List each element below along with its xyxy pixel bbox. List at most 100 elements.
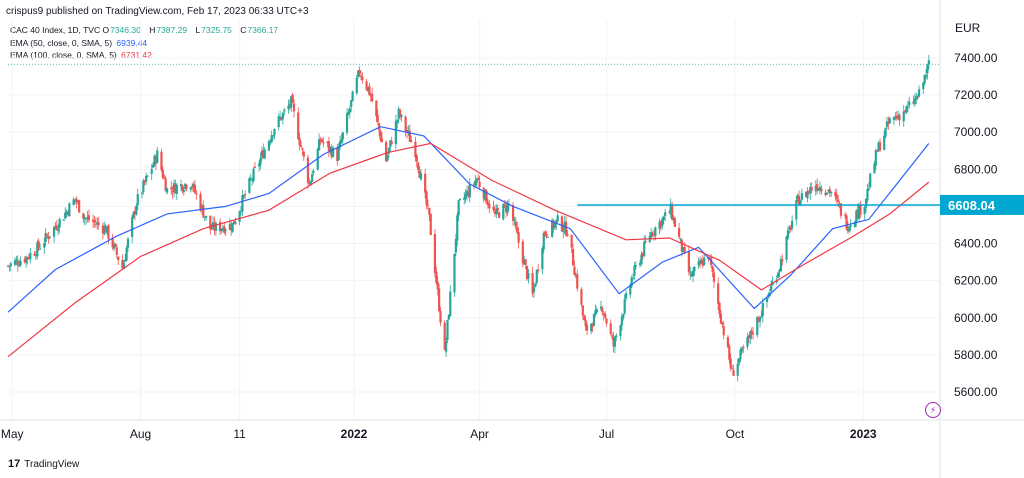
candle-body bbox=[133, 210, 137, 214]
candle-body bbox=[426, 205, 430, 207]
candle-body bbox=[541, 248, 544, 270]
candle-body bbox=[517, 232, 520, 243]
candle-body bbox=[869, 173, 872, 188]
candle-body bbox=[722, 326, 725, 336]
candle-body bbox=[252, 168, 255, 182]
horizontal-line-price-label: 6608.04 bbox=[948, 198, 996, 213]
candle-body bbox=[576, 274, 579, 289]
candle-body bbox=[27, 257, 31, 259]
candle-body bbox=[863, 206, 866, 214]
candle-body bbox=[477, 178, 480, 181]
candle-body bbox=[132, 211, 135, 218]
candle-body bbox=[23, 259, 26, 263]
candle-body bbox=[396, 119, 399, 123]
candle-body bbox=[585, 324, 589, 331]
candle-body bbox=[290, 96, 293, 108]
candle-body bbox=[329, 147, 332, 150]
candle-body bbox=[398, 109, 402, 118]
candle-body bbox=[18, 265, 21, 267]
candle-body bbox=[864, 198, 868, 208]
candle-body bbox=[25, 256, 28, 263]
candle-body bbox=[818, 186, 822, 191]
candle-body bbox=[740, 348, 743, 352]
legend-ema100-row[interactable]: EMA (100, close, 0, SMA, 5) 6731.42 bbox=[10, 49, 284, 62]
lightning-icon[interactable]: ⚡ bbox=[925, 402, 941, 418]
candle-body bbox=[345, 113, 349, 133]
candle-body bbox=[211, 222, 215, 229]
candle-body bbox=[385, 142, 388, 162]
candle-body bbox=[454, 239, 457, 253]
candle-body bbox=[644, 240, 647, 243]
candle-body bbox=[816, 183, 819, 191]
high-label: H bbox=[149, 25, 156, 35]
candle-body bbox=[746, 337, 749, 347]
legend-ema50-row[interactable]: EMA (50, close, 0, SMA, 5) 6939.44 bbox=[10, 37, 284, 50]
candle-body bbox=[435, 271, 438, 283]
candle-body bbox=[605, 318, 608, 324]
candle-body bbox=[857, 204, 861, 219]
x-tick-label: May bbox=[1, 427, 24, 441]
candle-body bbox=[224, 229, 227, 232]
candle-body bbox=[796, 194, 799, 200]
candle-body bbox=[804, 192, 808, 197]
candle-body bbox=[456, 215, 459, 241]
candle-body bbox=[29, 252, 32, 260]
candle-body bbox=[721, 322, 724, 325]
candle-body bbox=[259, 157, 262, 165]
footer-brand: TradingView bbox=[24, 458, 80, 470]
candle-body bbox=[199, 194, 202, 211]
candle-body bbox=[718, 302, 721, 315]
candle-body bbox=[52, 227, 56, 237]
ema50-line bbox=[7, 126, 930, 313]
candle-body bbox=[270, 135, 273, 143]
candle-body bbox=[650, 232, 653, 238]
candle-body bbox=[873, 163, 876, 174]
candle-body bbox=[690, 273, 693, 277]
candle-body bbox=[742, 346, 745, 349]
candle-body bbox=[153, 155, 156, 166]
candle-body bbox=[814, 185, 817, 192]
candle-body bbox=[326, 141, 329, 143]
ema50-label: EMA (50, close, 0, SMA, 5) bbox=[10, 37, 113, 48]
candle-body bbox=[200, 205, 204, 210]
x-tick-label: Aug bbox=[130, 427, 151, 441]
footer: 17 TradingView bbox=[8, 458, 79, 470]
legend: CAC 40 Index, 1D, TVC O7346.30 H7387.29 … bbox=[10, 24, 284, 62]
candle-body bbox=[458, 198, 462, 200]
ema100-line bbox=[7, 142, 930, 358]
candle-body bbox=[299, 145, 303, 147]
candle-body bbox=[358, 70, 361, 74]
candle-body bbox=[693, 266, 696, 272]
candle-body bbox=[503, 203, 506, 205]
candle-body bbox=[895, 115, 898, 118]
candle-body bbox=[700, 259, 703, 264]
candle-body bbox=[347, 112, 350, 115]
candle-body bbox=[418, 170, 421, 178]
candle-body bbox=[506, 203, 509, 214]
open-value: 7346.30 bbox=[110, 25, 141, 35]
candle-body bbox=[468, 184, 471, 198]
candle-body bbox=[140, 192, 144, 194]
candle-body bbox=[298, 137, 301, 146]
candle-body bbox=[218, 221, 222, 232]
candle-body bbox=[845, 215, 848, 229]
candle-body bbox=[687, 251, 690, 273]
candle-body bbox=[371, 93, 374, 102]
candle-body bbox=[165, 188, 169, 193]
candle-body bbox=[103, 225, 106, 235]
candle-body bbox=[311, 174, 314, 183]
candle-body bbox=[498, 212, 501, 218]
candle-body bbox=[912, 101, 915, 104]
candle-body bbox=[894, 116, 897, 119]
candle-body bbox=[729, 358, 732, 369]
candle-body bbox=[386, 155, 389, 161]
candle-body bbox=[45, 234, 49, 237]
candle-body bbox=[537, 269, 540, 271]
candle-body bbox=[915, 96, 918, 100]
candle-body bbox=[184, 183, 187, 189]
candle-body bbox=[83, 218, 86, 220]
candle-body bbox=[390, 141, 393, 145]
candle-body bbox=[309, 181, 312, 185]
candle-body bbox=[73, 199, 77, 201]
